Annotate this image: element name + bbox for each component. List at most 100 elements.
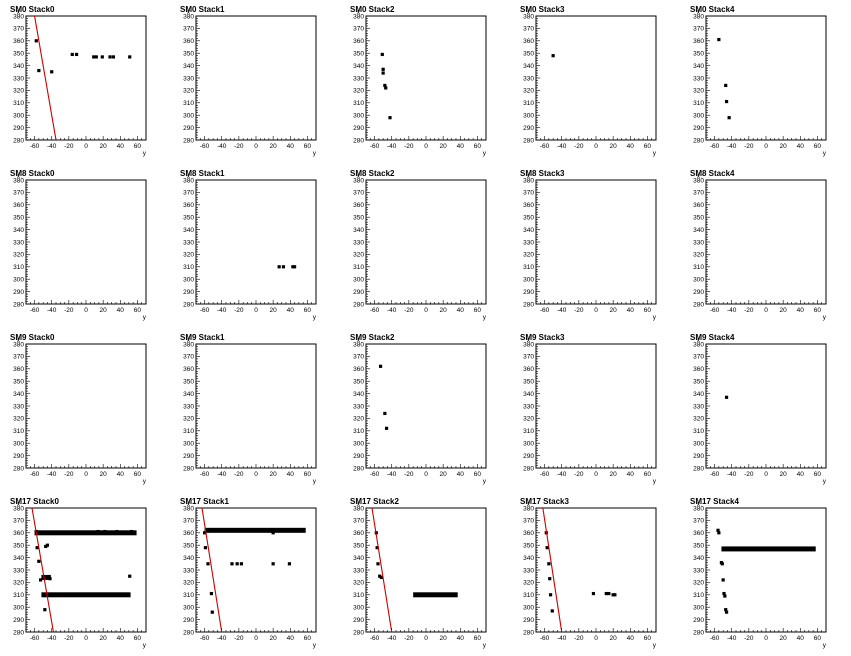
data-point	[115, 529, 119, 534]
x-tick-label: 20	[440, 635, 448, 642]
x-tick-label: 40	[797, 307, 805, 314]
chart-title: SM8 Stack1	[180, 169, 225, 178]
y-tick-label: 300	[353, 277, 364, 284]
y-tick-label: 360	[183, 38, 194, 45]
x-tick-label: 0	[594, 307, 598, 314]
chart-panel: SM0 Stack0 -60 -40 -20 0 20 40 60 y 280 290 300 310 3…	[0, 0, 170, 164]
x-tick-label: 60	[474, 307, 482, 314]
plot-frame	[365, 15, 487, 141]
y-tick-label: 340	[13, 227, 24, 234]
y-tick-label: 300	[13, 277, 24, 284]
x-tick-label: 20	[270, 635, 278, 642]
x-tick-label: 20	[780, 143, 788, 150]
x-tick-label: -60	[710, 143, 720, 150]
y-tick-label: 380	[353, 177, 364, 184]
y-tick-label: 310	[353, 100, 364, 107]
data-point	[48, 577, 52, 581]
chart-panel: SM17 Stack0 -60 -40 -20 0 20 40 60 y 280 290 300 310…	[0, 492, 170, 656]
data-point	[42, 593, 46, 597]
x-tick-label: -40	[387, 635, 397, 642]
x-axis-label: y	[143, 314, 147, 321]
chart-panel: SM8 Stack1 -60 -40 -20 0 20 40 60 y 280 290 300 310 3…	[170, 164, 340, 328]
data-point	[281, 265, 286, 269]
y-tick-label: 280	[693, 629, 704, 636]
y-tick-label: 290	[353, 453, 364, 460]
data-point	[128, 55, 132, 59]
x-tick-label: 20	[440, 471, 448, 478]
fit-line	[201, 507, 223, 633]
chart-panel: SM17 Stack2 -60 -40 -20 0 20 40 60 y 280 290 300 310…	[340, 492, 510, 656]
y-tick-label: 290	[183, 289, 194, 296]
y-tick-label: 360	[353, 366, 364, 373]
data-point	[79, 531, 83, 535]
data-point	[379, 575, 384, 580]
y-tick-label: 380	[523, 13, 534, 20]
x-tick-label: -60	[30, 635, 40, 642]
data-point	[611, 593, 615, 597]
y-axis-label: x	[527, 173, 531, 180]
y-tick-label: 380	[13, 177, 24, 184]
y-tick-label: 300	[353, 441, 364, 448]
y-tick-label: 280	[183, 629, 194, 636]
plot-frame	[365, 179, 487, 305]
y-tick-label: 310	[523, 100, 534, 107]
x-tick-label: 60	[474, 635, 482, 642]
chart-title: SM9 Stack0	[10, 333, 55, 342]
data-point	[727, 116, 731, 120]
y-tick-label: 380	[693, 177, 704, 184]
y-axis-label: x	[527, 337, 531, 344]
y-tick-label: 280	[523, 301, 534, 308]
x-tick-label: 0	[254, 143, 258, 150]
data-point	[271, 531, 275, 535]
y-tick-label: 330	[183, 239, 194, 246]
plot-frame	[25, 15, 147, 141]
y-axis-label: x	[357, 501, 361, 508]
y-tick-label: 380	[353, 341, 364, 348]
fit-line	[542, 507, 563, 633]
plot-frame	[705, 507, 827, 633]
x-axis-label: y	[313, 314, 317, 321]
y-tick-label: 280	[523, 137, 534, 144]
y-tick-label: 380	[693, 13, 704, 20]
chart-svg: -60 -40 -20 0 20 40 60y 280 290 300 310 320 330 340 35…	[523, 9, 657, 157]
hit-band	[34, 530, 137, 536]
y-tick-label: 310	[353, 428, 364, 435]
chart-panel: SM9 Stack1 -60 -40 -20 0 20 40 60 y 280 290 300 310 3…	[170, 328, 340, 492]
plot-frame	[195, 179, 317, 305]
y-tick-label: 380	[13, 13, 24, 20]
x-tick-label: 20	[270, 471, 278, 478]
x-tick-label: 40	[627, 307, 635, 314]
chart-svg: -60 -40 -20 0 20 40 60y 280 290 300 310 320 330 340 35…	[523, 337, 657, 485]
data-point	[38, 578, 43, 582]
x-tick-label: -40	[47, 635, 57, 642]
x-tick-label: 20	[610, 307, 618, 314]
y-tick-label: 330	[523, 403, 534, 410]
y-tick-label: 320	[183, 252, 194, 259]
y-tick-label: 280	[183, 465, 194, 472]
data-point	[613, 593, 617, 597]
chart-panel: SM0 Stack3 -60 -40 -20 0 20 40 60 y 280 290 300 310 3…	[510, 0, 680, 164]
y-axis-label: x	[17, 337, 21, 344]
hit-band	[41, 592, 131, 598]
x-tick-label: 40	[287, 471, 295, 478]
y-tick-label: 280	[523, 629, 534, 636]
x-tick-label: -40	[557, 143, 567, 150]
x-axis-label: y	[483, 478, 487, 485]
x-tick-label: 20	[270, 143, 278, 150]
y-tick-label: 300	[693, 113, 704, 120]
chart-title: SM0 Stack4	[690, 5, 735, 14]
data-point	[128, 574, 132, 578]
y-tick-label: 280	[693, 465, 704, 472]
y-tick-label: 380	[183, 177, 194, 184]
data-point	[37, 559, 41, 563]
y-tick-label: 380	[693, 505, 704, 512]
y-tick-label: 310	[13, 100, 24, 107]
data-point	[376, 562, 380, 566]
chart-svg: -60 -40 -20 0 20 40 60y 280 290 300 310 320 330 340 35…	[13, 9, 147, 157]
x-tick-label: 0	[84, 143, 88, 150]
x-tick-label: -60	[710, 635, 720, 642]
y-tick-label: 330	[693, 239, 704, 246]
y-tick-label: 370	[523, 190, 534, 197]
data-point	[50, 70, 54, 74]
data-point	[723, 594, 727, 598]
